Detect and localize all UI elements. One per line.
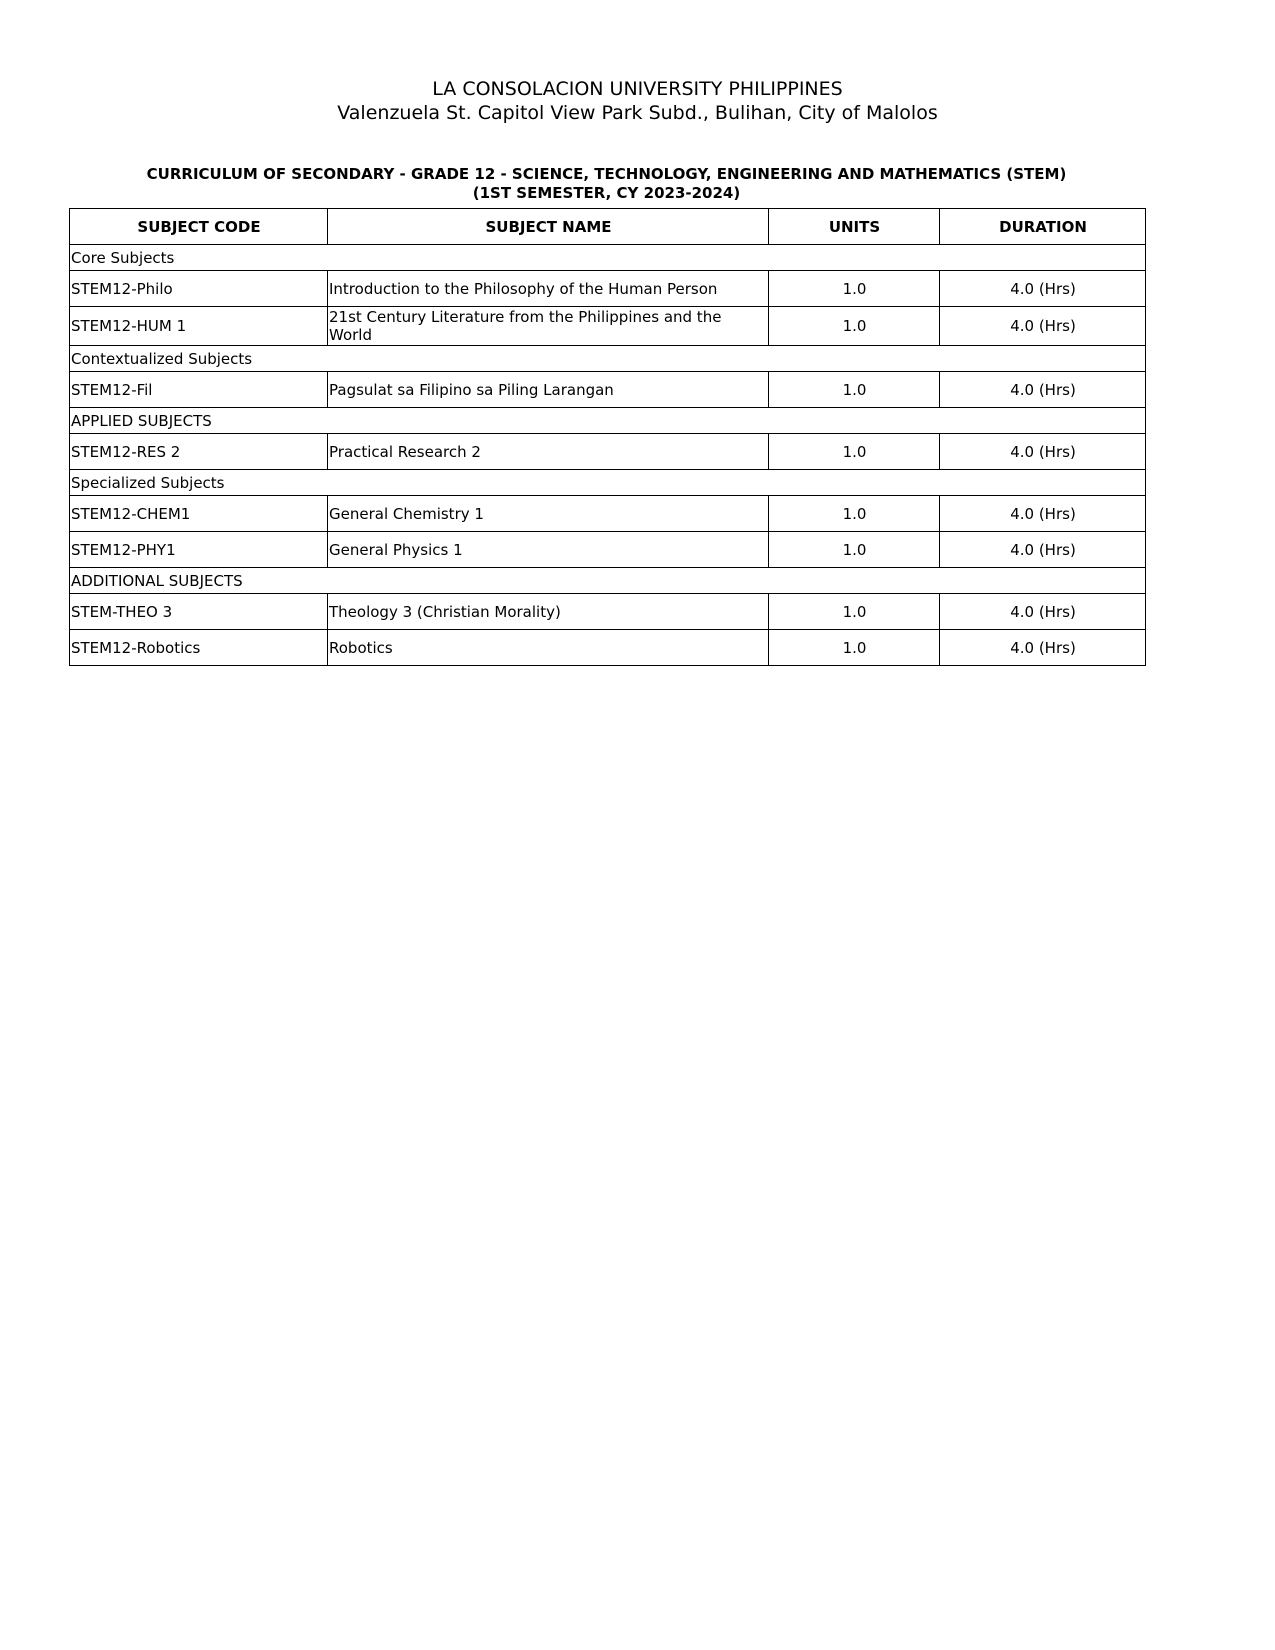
curriculum-title: CURRICULUM OF SECONDARY - GRADE 12 - SCI… bbox=[146, 165, 1067, 183]
section-row: Contextualized Subjects bbox=[69, 345, 1146, 372]
section-label: Core Subjects bbox=[69, 244, 1146, 271]
table-header-row: SUBJECT CODE SUBJECT NAME UNITS DURATION bbox=[69, 208, 1146, 245]
subject-name-cell: Practical Research 2 bbox=[327, 433, 769, 470]
section-label: Contextualized Subjects bbox=[69, 345, 1146, 372]
subject-code-cell: STEM12-HUM 1 bbox=[69, 306, 328, 346]
units-cell: 1.0 bbox=[768, 531, 940, 568]
subject-name-cell: Robotics bbox=[327, 629, 769, 666]
subject-name-cell: Pagsulat sa Filipino sa Piling Larangan bbox=[327, 371, 769, 408]
table-row: STEM12-RES 2 Practical Research 2 1.0 4.0 (… bbox=[69, 433, 1146, 470]
section-row: Core Subjects bbox=[69, 244, 1146, 271]
subject-code-cell: STEM12-CHEM1 bbox=[69, 495, 328, 532]
section-label: Specialized Subjects bbox=[69, 469, 1146, 496]
subject-code-cell: STEM12-Fil bbox=[69, 371, 328, 408]
section-row: APPLIED SUBJECTS bbox=[69, 407, 1146, 434]
duration-cell: 4.0 (Hrs) bbox=[939, 371, 1146, 408]
column-header-subject-name: SUBJECT NAME bbox=[327, 208, 769, 245]
duration-cell: 4.0 (Hrs) bbox=[939, 270, 1146, 307]
subject-name-cell: General Physics 1 bbox=[327, 531, 769, 568]
units-cell: 1.0 bbox=[768, 433, 940, 470]
subject-code-cell: STEM12-Robotics bbox=[69, 629, 328, 666]
table-row: STEM-THEO 3 Theology 3 (Christian Moralit… bbox=[69, 593, 1146, 630]
duration-cell: 4.0 (Hrs) bbox=[939, 531, 1146, 568]
duration-cell: 4.0 (Hrs) bbox=[939, 495, 1146, 532]
subject-name-cell: Theology 3 (Christian Morality) bbox=[327, 593, 769, 630]
table-row: STEM12-Fil Pagsulat sa Filipino sa Piling… bbox=[69, 371, 1146, 408]
units-cell: 1.0 bbox=[768, 371, 940, 408]
units-cell: 1.0 bbox=[768, 306, 940, 346]
duration-cell: 4.0 (Hrs) bbox=[939, 629, 1146, 666]
duration-cell: 4.0 (Hrs) bbox=[939, 306, 1146, 346]
curriculum-subtitle: (1ST SEMESTER, CY 2023-2024) bbox=[472, 184, 741, 202]
subject-code-cell: STEM12-PHY1 bbox=[69, 531, 328, 568]
subject-code-cell: STEM12-RES 2 bbox=[69, 433, 328, 470]
subject-name-cell: 21st Century Literature from the Philipp… bbox=[327, 306, 769, 346]
table-row: STEM12-PHY1 General Physics 1 1.0 4.0 (Hrs) bbox=[69, 531, 1146, 568]
section-row: ADDITIONAL SUBJECTS bbox=[69, 567, 1146, 594]
subject-name-cell: General Chemistry 1 bbox=[327, 495, 769, 532]
subject-name-cell: Introduction to the Philosophy of the Hu… bbox=[327, 270, 769, 307]
units-cell: 1.0 bbox=[768, 270, 940, 307]
column-header-units: UNITS bbox=[768, 208, 940, 245]
subject-code-cell: STEM12-Philo bbox=[69, 270, 328, 307]
institution-address: Valenzuela St. Capitol View Park Subd., … bbox=[337, 102, 938, 124]
table-body: Core Subjects STEM12-Philo Introduction to… bbox=[69, 244, 1146, 666]
column-header-duration: DURATION bbox=[939, 208, 1146, 245]
table-row: STEM12-HUM 1 21st Century Literature from… bbox=[69, 306, 1146, 346]
table-row: STEM12-Robotics Robotics 1.0 4.0 (Hrs) bbox=[69, 629, 1146, 666]
table-row: STEM12-CHEM1 General Chemistry 1 1.0 4.0 (H… bbox=[69, 495, 1146, 532]
section-label: ADDITIONAL SUBJECTS bbox=[69, 567, 1146, 594]
units-cell: 1.0 bbox=[768, 495, 940, 532]
institution-name: LA CONSOLACION UNIVERSITY PHILIPPINES bbox=[432, 78, 843, 100]
section-row: Specialized Subjects bbox=[69, 469, 1146, 496]
units-cell: 1.0 bbox=[768, 593, 940, 630]
curriculum-table: SUBJECT CODE SUBJECT NAME UNITS DURATION… bbox=[69, 208, 1146, 666]
table-row: STEM12-Philo Introduction to the Philosop… bbox=[69, 270, 1146, 307]
section-label: APPLIED SUBJECTS bbox=[69, 407, 1146, 434]
duration-cell: 4.0 (Hrs) bbox=[939, 593, 1146, 630]
duration-cell: 4.0 (Hrs) bbox=[939, 433, 1146, 470]
column-header-subject-code: SUBJECT CODE bbox=[69, 208, 328, 245]
subject-code-cell: STEM-THEO 3 bbox=[69, 593, 328, 630]
units-cell: 1.0 bbox=[768, 629, 940, 666]
